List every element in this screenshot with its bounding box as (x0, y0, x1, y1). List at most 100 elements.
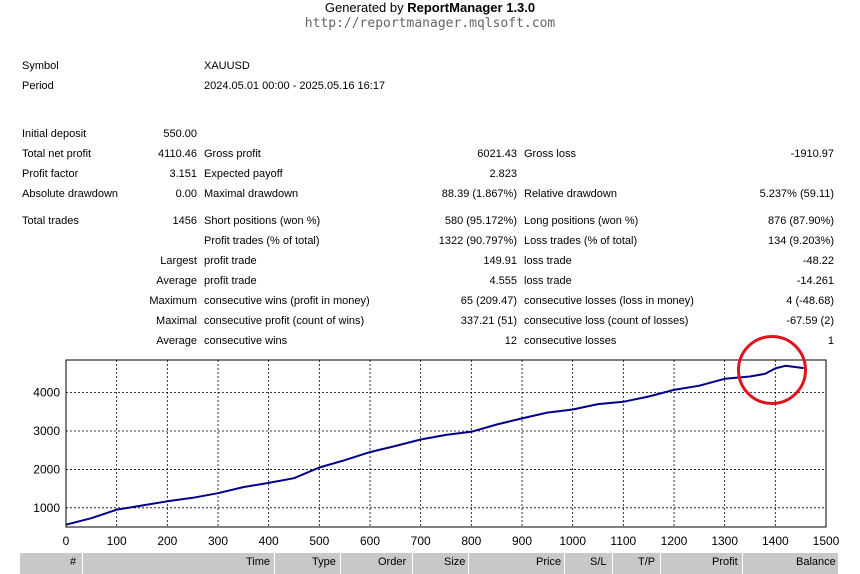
balance-line (65, 364, 804, 526)
column-separator (742, 553, 743, 574)
largest-loss-value: -48.22 (802, 255, 834, 267)
total-net-profit-label: Total net profit (22, 148, 92, 160)
largest-profit-label: profit trade (204, 255, 257, 267)
generated-by-text: Generated by (324, 0, 408, 15)
long-positions-value: 876 (87.90%) (767, 215, 834, 227)
relative-drawdown-label: Relative drawdown (524, 188, 617, 200)
column-separator (564, 553, 565, 574)
column-separator (612, 553, 613, 574)
maximal-cons-loss-label: consecutive loss (count of losses) (524, 315, 689, 327)
avg-cons-wins-label: consecutive wins (204, 335, 288, 347)
avg-cons-losses-label: consecutive losses (524, 335, 617, 347)
column-separator (274, 553, 275, 574)
x-tick-label: 100 (107, 534, 127, 548)
profit-factor-label: Profit factor (22, 168, 79, 180)
col-header-number[interactable]: # (70, 556, 77, 568)
col-header-tp[interactable]: T/P (638, 556, 656, 568)
max-cons-losses-value: 4 (-48.68) (786, 295, 834, 307)
average-loss-label: loss trade (524, 275, 572, 287)
average-cons-label: Average (156, 335, 197, 347)
col-header-time[interactable]: Time (246, 556, 271, 568)
x-tick-label: 1500 (813, 534, 840, 548)
col-header-size[interactable]: Size (444, 556, 466, 568)
balance-chart-svg: 0 100 200 300 400 500 600 700 800 900 1000 1100 1200… (33, 359, 840, 548)
max-cons-losses-label: consecutive losses (loss in money) (524, 295, 694, 307)
expected-payoff-value: 2.823 (489, 168, 517, 180)
largest-loss-label: loss trade (524, 255, 572, 267)
maximal-drawdown-value: 88.39 (1.867%) (441, 188, 517, 200)
plot-frame (65, 359, 827, 528)
y-tick-label: 2000 (33, 462, 60, 476)
x-tick-label: 700 (411, 534, 431, 548)
largest-label: Largest (160, 255, 197, 267)
gross-loss-value: -1910.97 (790, 148, 834, 160)
avg-cons-wins-value: 12 (504, 335, 517, 347)
total-net-profit-value: 4110.46 (158, 148, 197, 160)
gross-loss-label: Gross loss (524, 148, 576, 160)
profit-trades-label: Profit trades (% of total) (204, 235, 320, 247)
x-tick-label: 900 (512, 534, 532, 548)
gross-profit-label: Gross profit (204, 148, 261, 160)
x-tick-label: 500 (309, 534, 329, 548)
total-trades-value: 1456 (172, 215, 197, 227)
col-header-balance[interactable]: Balance (796, 556, 836, 568)
maximal-cons-profit-label: consecutive profit (count of wins) (204, 315, 365, 327)
avg-cons-losses-value: 1 (827, 335, 834, 347)
x-tick-label: 1000 (559, 534, 586, 548)
symbol-label: Symbol (22, 60, 59, 72)
balance-chart: 0 100 200 300 400 500 600 700 800 900 1000 1100 1200… (0, 355, 860, 555)
loss-trades-label: Loss trades (% of total) (524, 235, 638, 247)
y-tick-label: 1000 (33, 501, 60, 515)
short-positions-value: 580 (95.172%) (444, 215, 517, 227)
long-positions-label: Long positions (won %) (524, 215, 639, 227)
column-separator (468, 553, 469, 574)
absolute-drawdown-label: Absolute drawdown (22, 188, 119, 200)
y-tick-label: 3000 (33, 424, 60, 438)
column-separator (660, 553, 661, 574)
average-profit-value: 4.555 (489, 275, 517, 287)
col-header-type[interactable]: Type (312, 556, 336, 568)
x-tick-label: 1300 (711, 534, 738, 548)
max-cons-wins-value: 65 (209.47) (460, 295, 517, 307)
maximal-drawdown-label: Maximal drawdown (204, 188, 299, 200)
maximal-cons-loss-value: -67.59 (2) (786, 315, 834, 327)
x-tick-label: 0 (63, 534, 70, 548)
profit-trades-value: 1322 (90.797%) (438, 235, 517, 247)
x-tick-label: 200 (157, 534, 177, 548)
col-header-sl[interactable]: S/L (590, 556, 607, 568)
symbol-value: XAUUSD (204, 60, 250, 72)
report-title: Generated by ReportManager 1.3.0 (0, 0, 860, 15)
column-separator (340, 553, 341, 574)
maximal-cons-profit-value: 337.21 (51) (460, 315, 517, 327)
initial-deposit-value: 550.00 (163, 128, 197, 140)
x-tick-label: 400 (259, 534, 279, 548)
x-tick-label: 300 (208, 534, 228, 548)
loss-trades-value: 134 (9.203%) (767, 235, 834, 247)
x-tick-label: 600 (360, 534, 380, 548)
column-separator (82, 553, 83, 574)
short-positions-label: Short positions (won %) (204, 215, 321, 227)
x-tick-label: 1200 (661, 534, 688, 548)
gross-profit-value: 6021.43 (477, 148, 517, 160)
expected-payoff-label: Expected payoff (204, 168, 283, 180)
initial-deposit-label: Initial deposit (22, 128, 87, 140)
x-tick-label: 1100 (610, 534, 636, 548)
col-header-order[interactable]: Order (378, 556, 407, 568)
report-url: http://reportmanager.mqlsoft.com (304, 16, 556, 31)
maximum-label: Maximum (149, 295, 197, 307)
col-header-price[interactable]: Price (536, 556, 562, 568)
trade-table-header: # Time Type Order Size Price S/L T/P Pro… (20, 553, 838, 574)
x-tick-label: 800 (461, 534, 481, 548)
period-value: 2024.05.01 00:00 - 2025.05.16 16:17 (204, 80, 386, 92)
period-label: Period (22, 80, 54, 92)
absolute-drawdown-value: 0.00 (175, 188, 197, 200)
average-label: Average (156, 275, 197, 287)
red-circle-annotation (737, 335, 807, 405)
largest-profit-value: 149.91 (483, 255, 517, 267)
average-loss-value: -14.261 (796, 275, 834, 287)
profit-factor-value: 3.151 (169, 168, 197, 180)
col-header-profit[interactable]: Profit (712, 556, 738, 568)
max-cons-wins-label: consecutive wins (profit in money) (204, 295, 370, 307)
column-separator (412, 553, 413, 574)
y-tick-label: 4000 (33, 386, 60, 400)
